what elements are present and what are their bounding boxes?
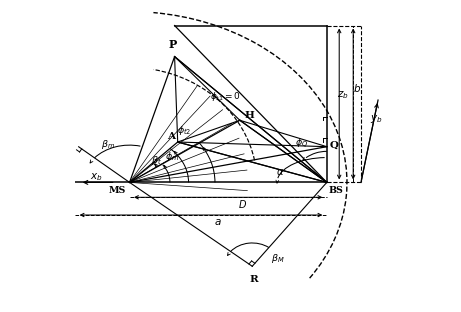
Text: Q: Q — [330, 141, 339, 150]
Text: $z_b$: $z_b$ — [337, 89, 349, 100]
Text: A: A — [167, 132, 175, 141]
Text: $a$: $a$ — [214, 217, 222, 227]
Text: $\phi_{t2}$: $\phi_{t2}$ — [177, 124, 191, 137]
Text: $\phi_{t1}=0$: $\phi_{t1}=0$ — [210, 90, 241, 104]
Text: $\beta_m$: $\beta_m$ — [101, 138, 115, 151]
Text: $\alpha$: $\alpha$ — [276, 168, 284, 178]
Text: R: R — [249, 275, 258, 284]
Text: $\beta_M$: $\beta_M$ — [271, 252, 284, 265]
Text: MS: MS — [109, 186, 126, 195]
Text: P: P — [169, 39, 177, 50]
Text: $\phi_m$: $\phi_m$ — [165, 150, 179, 163]
Text: BS: BS — [329, 186, 343, 195]
Text: $\beta_t$: $\beta_t$ — [150, 154, 161, 167]
Text: $b$: $b$ — [353, 82, 361, 95]
Text: H: H — [244, 111, 254, 120]
Text: $D$: $D$ — [238, 198, 248, 210]
Text: $y_b$: $y_b$ — [370, 113, 383, 125]
Text: $x_b$: $x_b$ — [90, 171, 103, 183]
Text: $\phi_Q$: $\phi_Q$ — [295, 137, 308, 150]
